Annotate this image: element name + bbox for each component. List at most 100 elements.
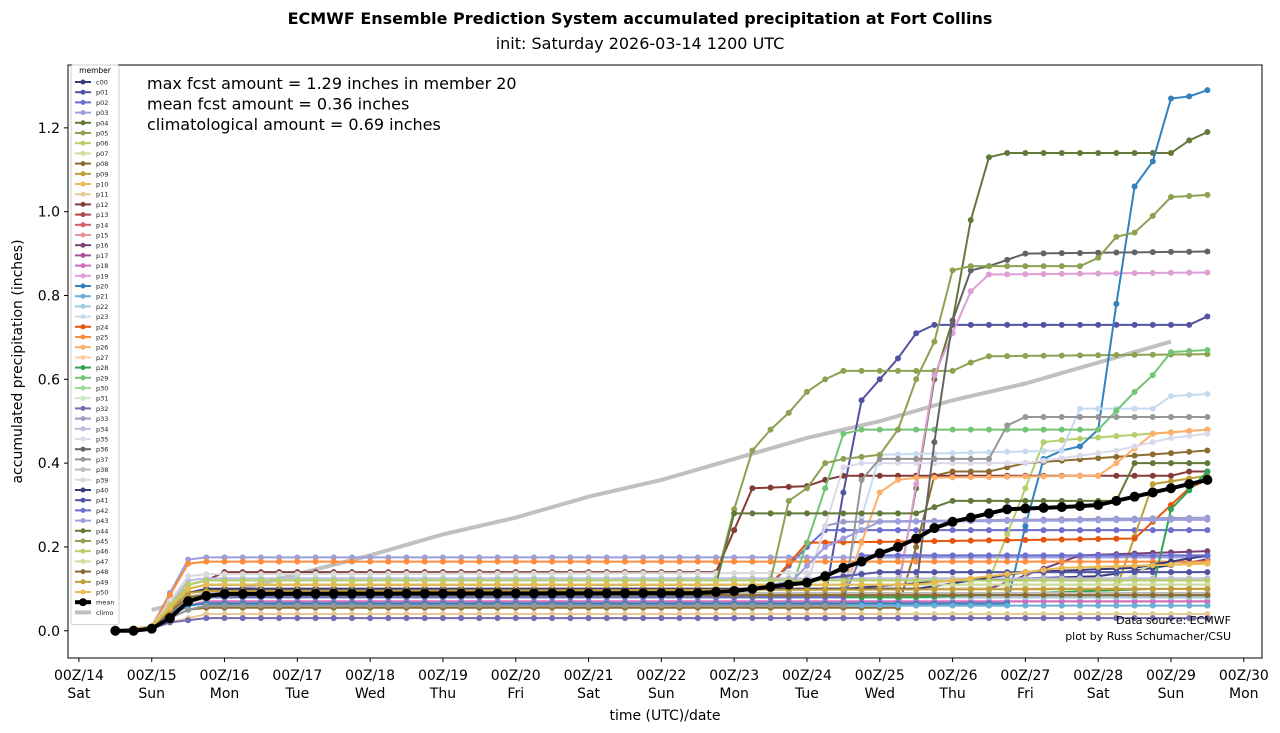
data-point-p01 xyxy=(967,321,974,328)
data-point-p45 xyxy=(913,376,920,383)
data-point-p32 xyxy=(967,615,974,622)
data-point-p43 xyxy=(931,518,938,525)
data-point-p29 xyxy=(1149,372,1156,379)
data-point-p42 xyxy=(1167,552,1174,559)
x-tick-label: 00Z/27 xyxy=(1000,668,1050,684)
legend-item-climo: climo xyxy=(75,609,114,617)
data-point-p01 xyxy=(1004,321,1011,328)
data-point-p25 xyxy=(1113,558,1120,565)
data-point-p25 xyxy=(1131,558,1138,565)
data-point-p26 xyxy=(1095,472,1102,479)
data-point-p29 xyxy=(876,426,883,433)
data-point-p46 xyxy=(894,577,901,584)
data-point-p46 xyxy=(985,577,992,584)
data-point-p32 xyxy=(1095,615,1102,622)
data-point-p44 xyxy=(894,510,901,517)
data-point-p45 xyxy=(1167,194,1174,201)
data-point-p41 xyxy=(876,569,883,576)
data-point-p01 xyxy=(894,355,901,362)
data-point-p32 xyxy=(494,615,501,622)
data-point-p50 xyxy=(421,581,428,588)
legend-label: p27 xyxy=(96,354,108,362)
data-point-p12 xyxy=(749,485,756,492)
data-point-p32 xyxy=(676,615,683,622)
data-point-p21 xyxy=(1040,602,1047,609)
data-point-p26 xyxy=(876,489,883,496)
data-point-p35 xyxy=(1113,447,1120,454)
data-point-mean xyxy=(310,588,321,599)
data-point-p37 xyxy=(1204,414,1211,421)
data-point-mean xyxy=(292,588,303,599)
data-point-p18 xyxy=(1113,598,1120,605)
data-point-p36 xyxy=(1095,249,1102,256)
legend-item-p13: p13 xyxy=(75,211,108,219)
data-point-p44 xyxy=(1004,497,1011,504)
data-point-p05 xyxy=(1095,352,1102,359)
data-point-p37 xyxy=(239,602,246,609)
data-point-p36 xyxy=(1004,256,1011,263)
data-point-p44 xyxy=(749,510,756,517)
data-point-p43 xyxy=(1131,517,1138,524)
data-point-p36 xyxy=(1149,249,1156,256)
data-point-p11 xyxy=(494,610,501,617)
data-point-p42 xyxy=(1004,552,1011,559)
data-point-p32 xyxy=(567,615,574,622)
data-point-p21 xyxy=(1113,602,1120,609)
data-point-p47 xyxy=(985,581,992,588)
data-point-p48 xyxy=(1004,592,1011,599)
data-point-p50 xyxy=(694,581,701,588)
data-point-p46 xyxy=(840,577,847,584)
legend-item-p33: p33 xyxy=(75,415,108,423)
data-point-p11 xyxy=(640,610,647,617)
data-point-p11 xyxy=(1204,610,1211,617)
data-point-p41 xyxy=(1186,569,1193,576)
data-point-p47 xyxy=(1004,581,1011,588)
data-point-mean xyxy=(911,533,922,544)
data-point-p47 xyxy=(1076,581,1083,588)
data-point-p37 xyxy=(985,455,992,462)
data-point-p47 xyxy=(1058,581,1065,588)
data-point-p37 xyxy=(221,602,228,609)
data-point-p35 xyxy=(1040,457,1047,464)
data-point-p11 xyxy=(439,610,446,617)
legend-item-p08: p08 xyxy=(75,160,108,168)
data-point-mean xyxy=(328,588,339,599)
data-point-p29 xyxy=(1131,388,1138,395)
x-tick-day-label: Thu xyxy=(429,686,456,702)
legend-item-p46: p46 xyxy=(75,548,108,556)
legend-item-p31: p31 xyxy=(75,395,108,403)
data-point-p03 xyxy=(185,556,192,563)
legend-item-p28: p28 xyxy=(75,364,108,372)
data-point-p49 xyxy=(822,586,829,593)
data-point-p01 xyxy=(1149,321,1156,328)
data-point-p29 xyxy=(1095,426,1102,433)
data-point-p37 xyxy=(876,455,883,462)
data-point-p48 xyxy=(767,592,774,599)
data-point-p08 xyxy=(1095,455,1102,462)
data-point-p49 xyxy=(967,586,974,593)
data-point-p25 xyxy=(549,558,556,565)
x-tick-label: 00Z/22 xyxy=(636,668,686,684)
data-point-p19 xyxy=(913,481,920,488)
data-point-p28 xyxy=(1186,487,1193,494)
data-point-p37 xyxy=(585,602,592,609)
data-point-p28 xyxy=(1204,468,1211,475)
data-point-p46 xyxy=(385,577,392,584)
data-point-p42 xyxy=(1076,552,1083,559)
data-point-p42 xyxy=(858,552,865,559)
data-point-p24 xyxy=(1058,536,1065,543)
data-point-p50 xyxy=(876,581,883,588)
data-point-p46 xyxy=(1040,577,1047,584)
data-point-p37 xyxy=(1131,414,1138,421)
legend-label: p41 xyxy=(96,497,108,505)
data-point-mean xyxy=(638,588,649,599)
data-point-p11 xyxy=(712,610,719,617)
data-point-mean xyxy=(1074,501,1085,512)
data-point-p50 xyxy=(549,581,556,588)
data-point-p39 xyxy=(676,570,683,577)
data-point-p50 xyxy=(403,581,410,588)
data-point-p11 xyxy=(203,610,210,617)
series-p11 xyxy=(112,610,1211,634)
data-point-p03 xyxy=(585,554,592,561)
data-point-p50 xyxy=(967,575,974,582)
